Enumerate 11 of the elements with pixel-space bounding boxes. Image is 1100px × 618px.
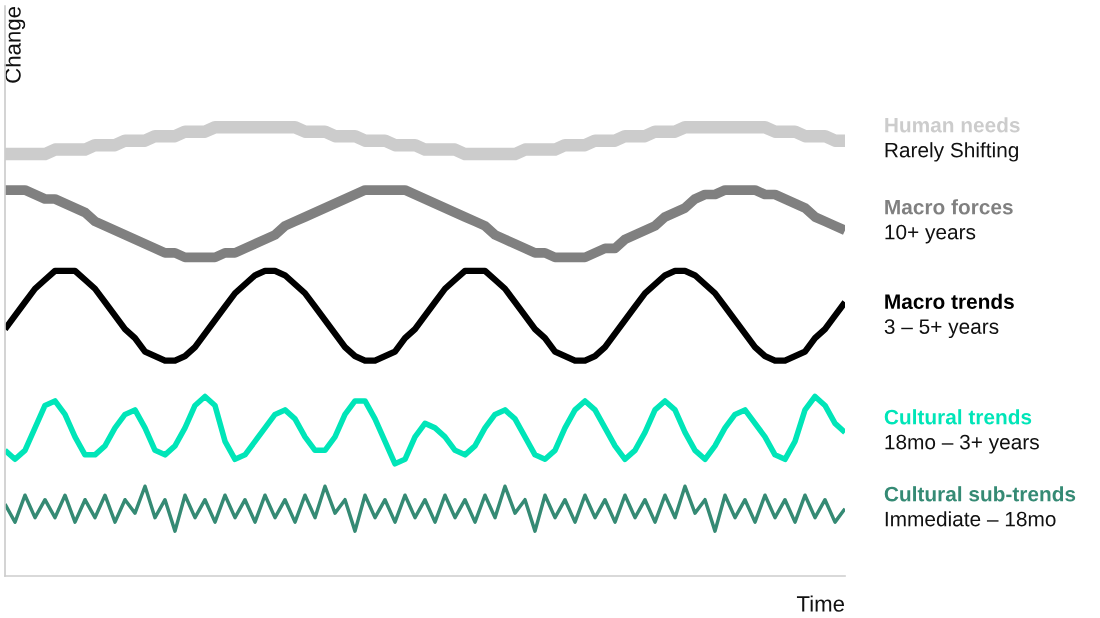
text: 3 – 5+ years — [884, 319, 999, 339]
x-axis-title: Time — [796, 595, 845, 612]
text: Macro forces — [885, 199, 1013, 215]
text: 18mo – 3+ years — [885, 434, 1039, 454]
text: 10+ years — [885, 224, 976, 244]
y-axis-title: Change — [4, 6, 26, 83]
series-label: Macro trends — [885, 293, 1014, 309]
text: Immediate – 18mo — [885, 511, 1056, 527]
text: Rarely Shifting — [885, 142, 1019, 162]
series-label: Cultural sub-trends — [884, 486, 1076, 502]
series-label: Cultural trends — [884, 409, 1032, 425]
